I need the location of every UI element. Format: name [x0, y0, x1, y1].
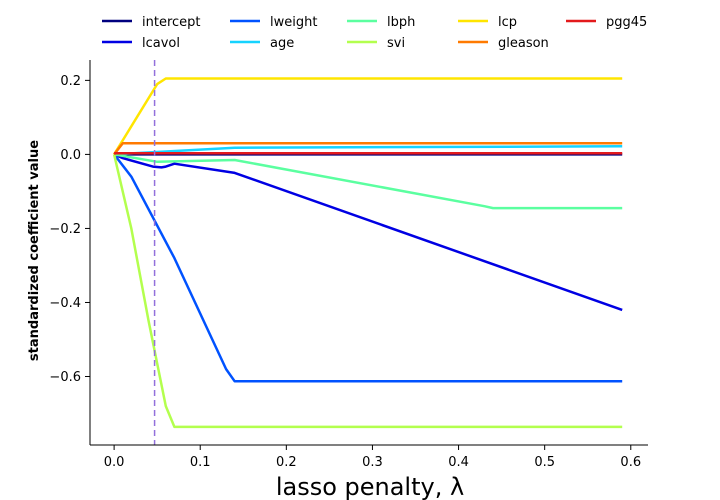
axes: 0.0 0.1 0.2 0.3 0.4 0.5 0.6 0.2 0.0 −0.2 −0.4 −0.6 — [49, 60, 648, 470]
x-tick-label: 0.4 — [448, 455, 469, 470]
series-line-lcp — [113, 77, 623, 156]
legend-label-lweight: lweight — [270, 15, 317, 30]
series-line-lcavol — [113, 153, 623, 312]
x-tick-label: 0.1 — [190, 455, 211, 470]
legend-label-intercept: intercept — [142, 15, 201, 30]
plot-area — [112, 60, 623, 445]
legend-label-pgg45: pgg45 — [606, 15, 647, 30]
legend-label-svi: svi — [387, 36, 405, 51]
y-tick-label: −0.4 — [49, 296, 81, 311]
x-tick-label: 0.0 — [104, 455, 125, 470]
y-tick-label: 0.0 — [60, 148, 81, 163]
y-tick-label: −0.2 — [49, 222, 81, 237]
legend-label-age: age — [270, 36, 294, 51]
y-tick-label: −0.6 — [49, 370, 81, 385]
legend-label-lcavol: lcavol — [142, 36, 180, 51]
y-axis-label: standardized coefficient value — [27, 140, 42, 361]
legend-label-lcp: lcp — [498, 15, 517, 30]
x-tick-label: 0.3 — [362, 455, 383, 470]
x-tick-label: 0.5 — [534, 455, 555, 470]
legend: intercept lcavol lweight age lbph svi lcp gleas… — [102, 15, 647, 51]
y-tick-label: 0.2 — [60, 74, 81, 89]
x-axis-label: lasso penalty, λ — [276, 473, 464, 500]
series-line-lweight — [113, 153, 623, 383]
x-tick-label: 0.2 — [276, 455, 297, 470]
series-line-svi — [112, 154, 623, 429]
series-line-gleason — [113, 142, 623, 156]
legend-label-lbph: lbph — [387, 15, 415, 30]
legend-label-gleason: gleason — [498, 36, 549, 51]
x-tick-label: 0.6 — [620, 455, 641, 470]
series-line-lbph — [113, 153, 623, 210]
